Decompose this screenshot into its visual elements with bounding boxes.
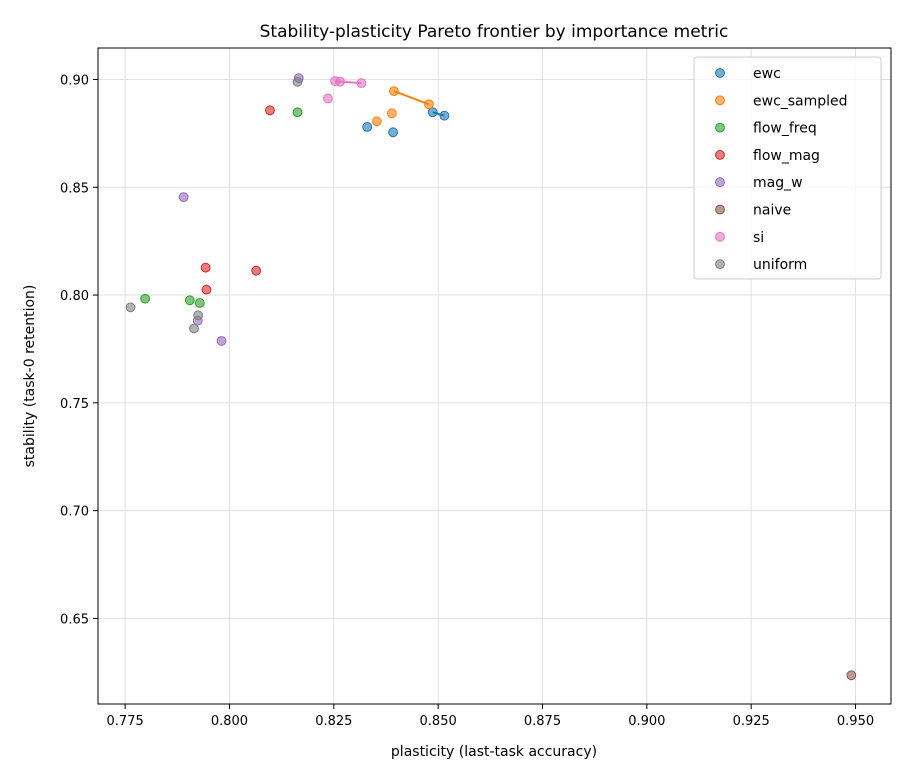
point-flow_freq bbox=[140, 293, 151, 304]
x-axis-ticks: 0.775 0.800 0.825 0.850 0.875 0.900 0.925 0.950 bbox=[107, 704, 874, 729]
x-tick-label: 0.850 bbox=[420, 714, 457, 729]
point-uniform bbox=[125, 302, 136, 313]
point-flow_mag bbox=[251, 265, 262, 276]
point-si bbox=[323, 93, 333, 104]
legend-label-ewc: ewc bbox=[753, 66, 781, 82]
legend-marker-si bbox=[715, 231, 725, 242]
point-uniform bbox=[292, 76, 303, 87]
point-naive bbox=[846, 670, 857, 681]
x-tick-label: 0.800 bbox=[211, 714, 248, 729]
point-flow_mag bbox=[201, 284, 212, 295]
point-flow_mag bbox=[200, 262, 211, 273]
legend-marker-uniform bbox=[715, 259, 725, 270]
x-tick-label: 0.950 bbox=[837, 714, 874, 729]
point-ewc bbox=[388, 127, 398, 138]
point-ewc_sampled bbox=[389, 86, 399, 97]
legend-label-naive: naive bbox=[753, 203, 791, 219]
point-flow_freq bbox=[194, 298, 205, 308]
x-tick-label: 0.925 bbox=[733, 714, 770, 729]
point-uniform bbox=[189, 323, 199, 334]
y-tick-label: 0.70 bbox=[60, 505, 89, 520]
point-si bbox=[335, 76, 345, 87]
y-tick-label: 0.75 bbox=[60, 397, 89, 412]
legend-marker-ewc bbox=[715, 68, 725, 78]
plot-area-frame bbox=[97, 47, 892, 705]
y-tick-label: 0.85 bbox=[60, 181, 89, 196]
legend-label-mag_w: mag_w bbox=[753, 175, 803, 191]
point-ewc bbox=[362, 122, 373, 132]
point-ewc_sampled bbox=[424, 99, 434, 110]
legend-label-flow_freq: flow_freq bbox=[753, 121, 817, 137]
point-ewc bbox=[439, 110, 450, 121]
point-mag_w bbox=[216, 336, 227, 346]
y-tick-label: 0.90 bbox=[60, 73, 89, 88]
x-axis-label: plasticity (last-task accuracy) bbox=[391, 744, 597, 760]
data-points bbox=[125, 73, 857, 681]
x-tick-label: 0.825 bbox=[315, 714, 352, 729]
legend-label-flow_mag: flow_mag bbox=[753, 148, 820, 164]
legend-marker-ewc_sampled bbox=[715, 95, 725, 106]
point-si bbox=[356, 78, 367, 89]
legend: ewc ewc_sampled flow_freq flow_mag mag_wnaiv… bbox=[693, 56, 882, 280]
legend-marker-flow_freq bbox=[715, 122, 725, 133]
point-uniform bbox=[193, 310, 204, 321]
legend-marker-naive bbox=[715, 204, 725, 215]
legend-label-ewc_sampled: ewc_sampled bbox=[753, 93, 848, 109]
x-tick-label: 0.775 bbox=[107, 714, 144, 729]
legend-box bbox=[693, 56, 882, 280]
x-tick-label: 0.875 bbox=[524, 714, 561, 729]
point-ewc bbox=[427, 107, 438, 118]
point-flow_mag bbox=[265, 105, 275, 116]
chart-title: Stability-plasticity Pareto frontier by … bbox=[260, 22, 729, 42]
point-ewc_sampled bbox=[371, 116, 382, 127]
legend-label-uniform: uniform bbox=[753, 257, 807, 273]
legend-label-si: si bbox=[753, 230, 764, 246]
point-ewc_sampled bbox=[386, 108, 397, 119]
y-axis-ticks: 0.65 0.70 0.75 0.80 0.85 0.90 bbox=[60, 73, 98, 627]
y-tick-label: 0.65 bbox=[60, 612, 89, 627]
point-mag_w bbox=[178, 192, 189, 203]
legend-marker-flow_mag bbox=[715, 150, 725, 160]
frontier-line-ewc_sampled bbox=[393, 90, 430, 106]
point-flow_freq bbox=[292, 107, 303, 118]
point-flow_freq bbox=[184, 295, 195, 306]
x-tick-label: 0.900 bbox=[628, 714, 665, 729]
y-axis-label: stability (task-0 retention) bbox=[22, 285, 38, 468]
legend-marker-mag_w bbox=[715, 177, 725, 188]
y-tick-label: 0.80 bbox=[60, 289, 89, 304]
